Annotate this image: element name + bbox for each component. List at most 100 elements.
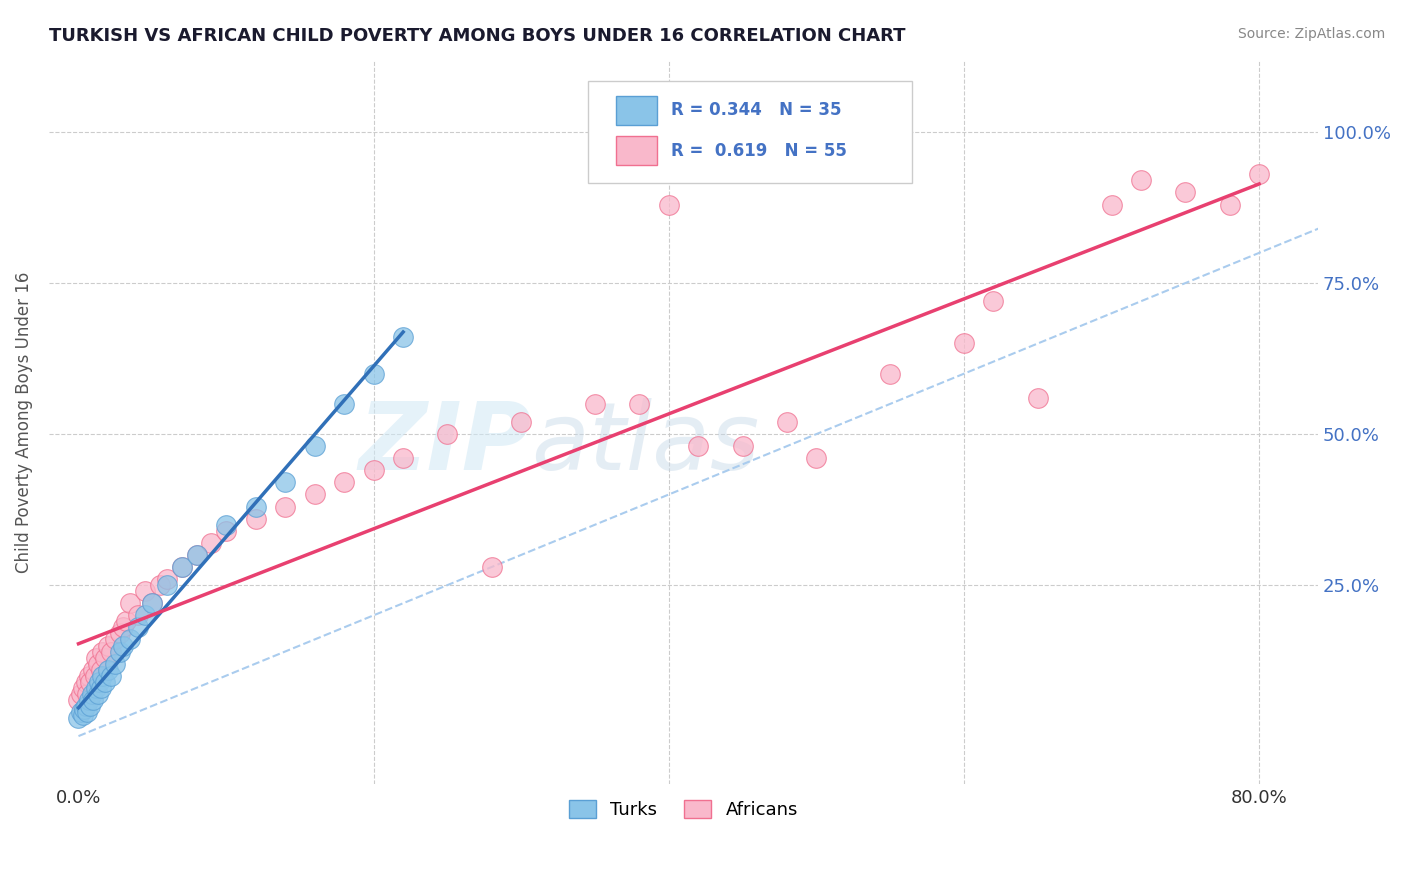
Point: [77, 669, 100, 683]
Point: [363, 463, 385, 477]
Point: [1249, 167, 1271, 181]
Point: [82, 693, 104, 707]
Point: [141, 596, 163, 610]
Point: [80, 687, 103, 701]
Point: [363, 367, 385, 381]
Point: [84, 681, 107, 695]
Point: [104, 657, 127, 671]
Point: [392, 330, 415, 344]
Point: [72, 681, 94, 695]
Point: [76, 705, 98, 719]
Point: [79, 698, 101, 713]
Point: [879, 367, 901, 381]
Point: [141, 596, 163, 610]
Point: [86, 657, 108, 671]
Point: [97, 639, 120, 653]
Point: [67, 711, 90, 725]
Text: ZIP: ZIP: [359, 398, 531, 490]
Point: [186, 548, 208, 562]
Point: [76, 687, 98, 701]
Point: [186, 548, 208, 562]
Point: [1174, 186, 1197, 200]
Point: [75, 674, 97, 689]
Point: [70, 705, 93, 719]
Point: [111, 639, 134, 653]
Point: [156, 578, 179, 592]
Point: [776, 415, 799, 429]
Point: [84, 650, 107, 665]
Point: [97, 663, 120, 677]
Point: [134, 608, 156, 623]
Point: [100, 669, 122, 683]
Point: [481, 560, 503, 574]
Text: R = 0.344   N = 35: R = 0.344 N = 35: [671, 102, 841, 120]
Point: [731, 439, 754, 453]
Point: [333, 475, 356, 490]
Point: [77, 693, 100, 707]
Point: [114, 615, 136, 629]
Point: [100, 644, 122, 658]
Point: [583, 397, 606, 411]
Point: [658, 197, 681, 211]
Point: [86, 687, 108, 701]
Point: [1219, 197, 1241, 211]
Point: [83, 669, 105, 683]
Point: [215, 517, 238, 532]
Point: [75, 698, 97, 713]
Point: [170, 560, 193, 574]
Text: R =  0.619   N = 55: R = 0.619 N = 55: [671, 142, 846, 161]
Point: [628, 397, 651, 411]
Point: [94, 674, 117, 689]
Point: [127, 620, 149, 634]
Point: [983, 294, 1005, 309]
Point: [688, 439, 710, 453]
Point: [82, 663, 104, 677]
Point: [73, 702, 96, 716]
Point: [1026, 391, 1049, 405]
Point: [91, 644, 114, 658]
Point: [79, 674, 101, 689]
Text: Source: ZipAtlas.com: Source: ZipAtlas.com: [1237, 27, 1385, 41]
Point: [120, 596, 142, 610]
Point: [806, 451, 828, 466]
Point: [274, 475, 297, 490]
Point: [200, 536, 222, 550]
Point: [67, 693, 90, 707]
FancyBboxPatch shape: [588, 81, 912, 183]
Point: [70, 687, 93, 701]
Point: [104, 632, 127, 647]
Point: [134, 584, 156, 599]
Point: [120, 632, 142, 647]
Point: [392, 451, 415, 466]
Point: [304, 439, 326, 453]
Point: [91, 669, 114, 683]
Point: [304, 487, 326, 501]
Point: [953, 336, 976, 351]
Point: [1130, 173, 1153, 187]
Point: [245, 511, 267, 525]
Point: [89, 674, 111, 689]
Point: [72, 708, 94, 723]
Legend: Turks, Africans: Turks, Africans: [561, 792, 806, 826]
Text: atlas: atlas: [531, 398, 759, 489]
Point: [108, 626, 131, 640]
Point: [149, 578, 172, 592]
Point: [90, 663, 112, 677]
Point: [170, 560, 193, 574]
Point: [510, 415, 533, 429]
Point: [245, 500, 267, 514]
Point: [127, 608, 149, 623]
Point: [215, 524, 238, 538]
Point: [156, 572, 179, 586]
Point: [436, 427, 458, 442]
Point: [108, 644, 131, 658]
Y-axis label: Child Poverty Among Boys Under 16: Child Poverty Among Boys Under 16: [15, 271, 32, 573]
Point: [274, 500, 297, 514]
Point: [111, 620, 134, 634]
Point: [90, 681, 112, 695]
Point: [94, 650, 117, 665]
Point: [1101, 197, 1123, 211]
Text: TURKISH VS AFRICAN CHILD POVERTY AMONG BOYS UNDER 16 CORRELATION CHART: TURKISH VS AFRICAN CHILD POVERTY AMONG B…: [49, 27, 905, 45]
Point: [333, 397, 356, 411]
FancyBboxPatch shape: [616, 96, 657, 125]
